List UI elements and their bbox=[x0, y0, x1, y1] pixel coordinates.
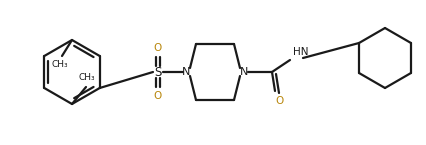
Text: HN: HN bbox=[292, 47, 308, 57]
Text: CH₃: CH₃ bbox=[78, 73, 95, 82]
Text: S: S bbox=[154, 66, 161, 78]
Text: O: O bbox=[153, 43, 162, 53]
Text: CH₃: CH₃ bbox=[52, 60, 68, 69]
Text: O: O bbox=[153, 91, 162, 101]
Text: O: O bbox=[275, 96, 283, 106]
Text: N: N bbox=[181, 67, 190, 77]
Text: N: N bbox=[239, 67, 248, 77]
